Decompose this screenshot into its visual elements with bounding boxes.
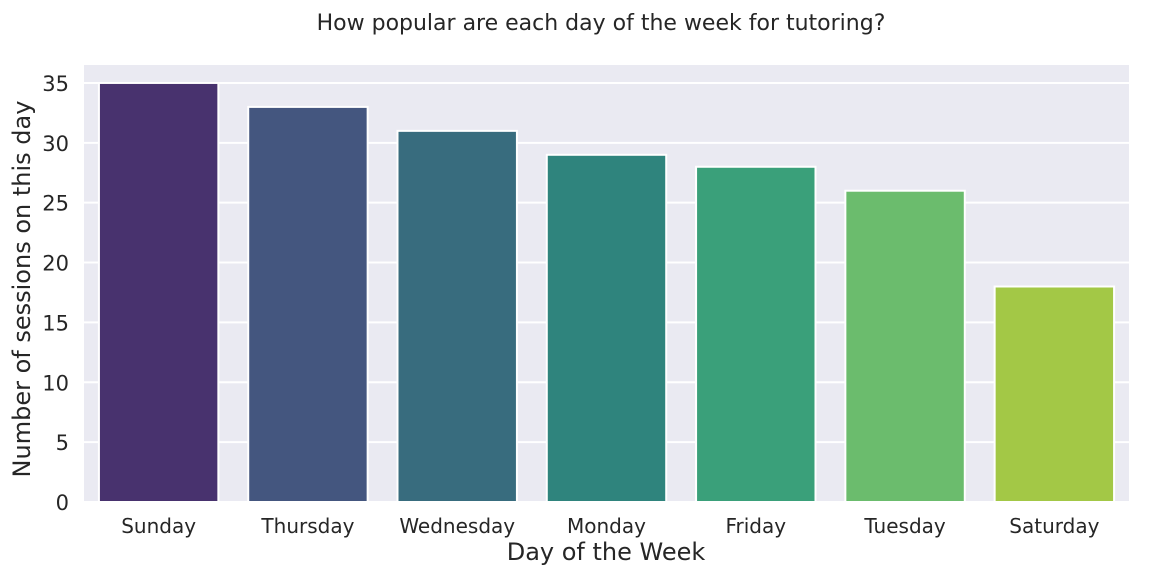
y-tick-label: 20 (42, 252, 69, 276)
bar-wednesday (396, 129, 518, 504)
x-tick-label: Tuesday (863, 514, 946, 538)
x-tick-label: Thursday (260, 514, 354, 538)
y-tick-label: 30 (42, 132, 69, 156)
y-axis-label: Number of sessions on this day (8, 101, 36, 478)
y-tick-label: 25 (42, 192, 69, 216)
x-axis-ticks: Sunday Thursday Wednesday Monday Friday Tuesd… (121, 514, 1099, 538)
y-tick-label: 5 (56, 431, 69, 455)
x-tick-label: Sunday (121, 514, 196, 538)
bar-thursday (247, 105, 369, 503)
x-axis-label: Day of the Week (507, 538, 706, 566)
bar-saturday (993, 285, 1116, 504)
bar-sunday (97, 81, 220, 504)
chart-title: How popular are each day of the week for… (317, 11, 886, 36)
y-tick-label: 35 (42, 72, 69, 96)
x-tick-label: Wednesday (399, 514, 515, 538)
y-tick-label: 15 (42, 311, 69, 335)
bar-tuesday (844, 189, 966, 503)
y-tick-label: 0 (56, 491, 69, 515)
bars (97, 81, 1116, 504)
bar-monday (545, 153, 668, 503)
x-tick-label: Monday (567, 514, 646, 538)
x-tick-label: Friday (725, 514, 786, 538)
bar-friday (695, 165, 817, 503)
y-tick-label: 10 (42, 371, 69, 395)
x-tick-label: Saturday (1009, 514, 1099, 538)
y-axis-ticks: 0 5 10 15 20 25 30 35 (42, 72, 69, 515)
